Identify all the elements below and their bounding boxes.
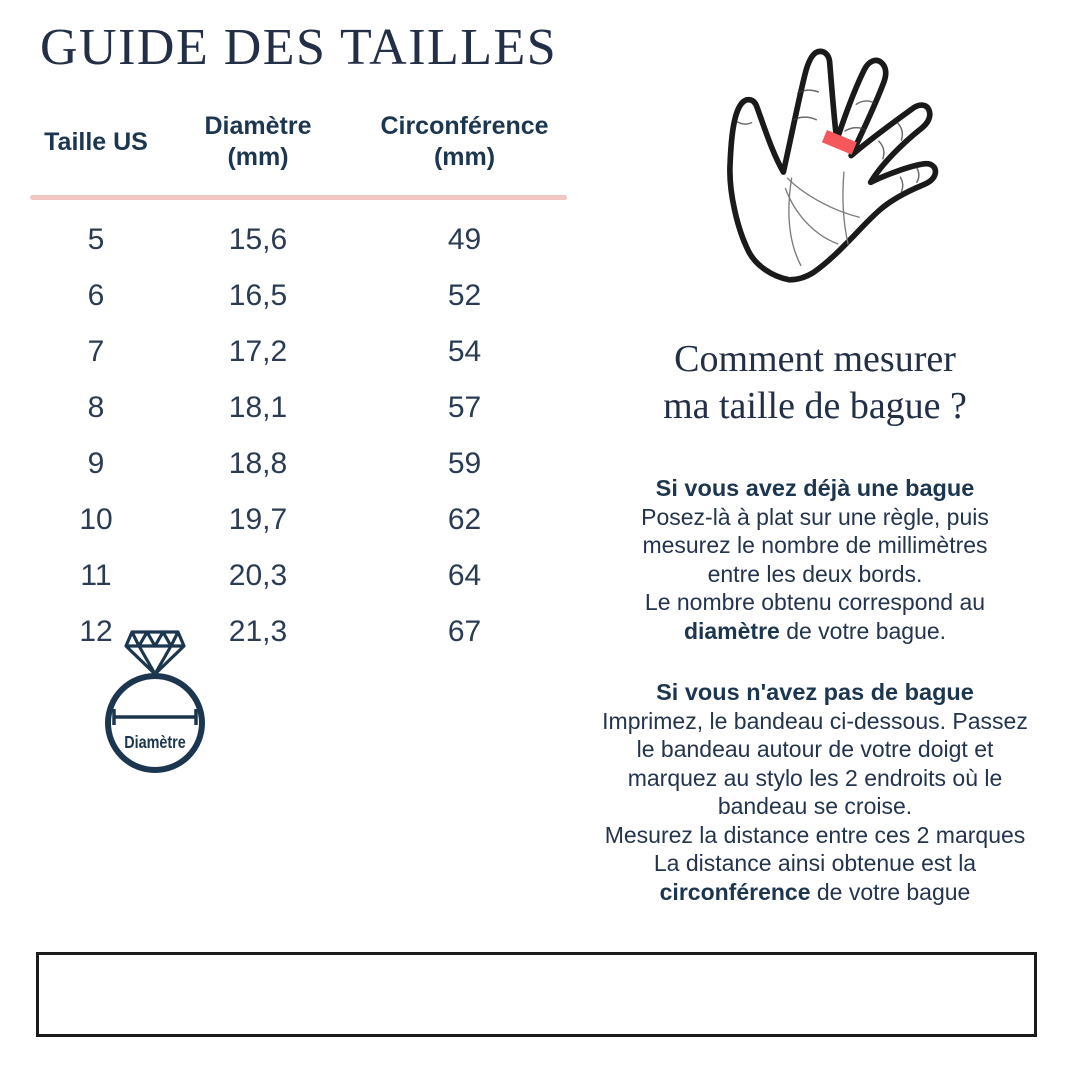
table-header-row: Taille US Diamètre (mm) Circonférence (m… [30, 111, 575, 173]
section-have-ring: Si vous avez déjà une bague Posez-là à p… [555, 474, 1075, 645]
cell-us-size: 6 [87, 279, 105, 312]
cell-us-size: 12 [79, 615, 113, 648]
header-line: Circonférence [380, 112, 549, 140]
cell-diameter: 16,5 [228, 279, 288, 312]
cell-circumference: 49 [447, 223, 482, 256]
cell-circumference: 64 [447, 559, 482, 592]
section-text-line: entre les deux bords. [707, 560, 923, 587]
bold-keyword-diametre: diamètre [683, 617, 780, 644]
header-line: (mm) [227, 143, 289, 171]
table-row: 11 20,3 64 [30, 548, 575, 604]
section-text-line: Posez-là à plat sur une règle, puis [641, 503, 989, 530]
section-text-line: circonférence de votre bague [545, 878, 1080, 907]
hand-illustration [727, 48, 939, 283]
bandeau-rectangle [36, 952, 1037, 1037]
diamond-icon [124, 630, 186, 676]
section-text-line: marquez au stylo les 2 endroits où le [627, 764, 1003, 791]
section-text-line: Le nombre obtenu correspond au [644, 589, 986, 615]
ring-diameter-icon: Diamètre [105, 630, 205, 773]
bold-keyword-circonference: circonférence [659, 878, 811, 905]
table-row: 6 16,5 52 [30, 268, 575, 324]
ring-circle [105, 673, 205, 773]
cell-circumference: 59 [447, 447, 482, 480]
cell-circumference: 52 [447, 279, 482, 312]
table-body: 5 15,6 49 6 16,5 52 7 17,2 54 8 18,1 5 7 … [30, 212, 575, 660]
cell-circumference: 57 [447, 391, 482, 424]
cell-us-size: 8 [87, 391, 105, 424]
cell-diameter: 15,6 [228, 223, 288, 256]
cell-us-size: 10 [79, 503, 113, 536]
header-line: Diamètre [204, 112, 312, 140]
cell-diameter: 17,2 [228, 335, 288, 368]
measure-heading-line1: Comment mesurer [674, 338, 956, 380]
section-text-line: Imprimez, le bandeau ci-dessous. Passez [602, 707, 1028, 734]
cell-diameter: 19,7 [228, 503, 288, 536]
column-header-circonference: Circonférence (mm) [380, 111, 548, 173]
header-line: Taille US [44, 127, 148, 156]
cell-circumference: 62 [447, 503, 482, 536]
measure-heading-line2: ma taille de bague ? [663, 385, 967, 427]
table-row: 10 19,7 62 [30, 492, 575, 548]
diameter-measure-line [112, 709, 198, 725]
cell-circumference: 67 [447, 615, 482, 648]
cell-us-size: 7 [87, 335, 105, 368]
page-title: GUIDE DES TAILLES [40, 19, 558, 76]
cell-us-size: 5 [87, 223, 105, 256]
cell-diameter: 18,8 [228, 447, 288, 480]
ring-icon-label: Diamètre [124, 733, 186, 753]
cell-us-size: 11 [80, 559, 112, 592]
section-text-line: Mesurez la distance entre ces 2 marques [604, 821, 1026, 848]
table-row: 9 18,8 59 [30, 436, 575, 492]
ring-band-marker [821, 129, 857, 155]
section-heading: Si vous n'avez pas de bague [656, 679, 974, 705]
cell-diameter: 21,3 [228, 615, 288, 648]
measure-heading: Comment mesurer ma taille de bague ? [555, 336, 1075, 430]
cell-diameter: 20,3 [228, 559, 288, 592]
section-text-line: bandeau se croise. [717, 793, 913, 819]
pink-divider-line [30, 195, 567, 200]
section-text-line: le bandeau autour de votre doigt et [636, 736, 994, 762]
hand-outline [727, 48, 939, 283]
table-row: 12 21,3 67 [30, 604, 575, 660]
table-row: 5 15,6 49 [30, 212, 575, 268]
column-header-taille-us: Taille US [44, 127, 148, 158]
palm-lines [784, 171, 861, 267]
table-row: 7 17,2 54 [30, 324, 575, 380]
section-text-line: diamètre de votre bague. [555, 617, 1075, 646]
header-line: (mm) [433, 143, 496, 171]
size-table: Taille US Diamètre (mm) Circonférence (m… [30, 111, 575, 660]
cell-us-size: 9 [87, 447, 105, 480]
table-row: 8 18,1 57 [30, 380, 575, 436]
section-text-rest: de votre bague [810, 878, 971, 905]
section-text-line: La distance ainsi obtenue est la [653, 850, 977, 876]
section-text-rest: de votre bague. [779, 617, 947, 644]
section-text-line: mesurez le nombre de millimètres [642, 532, 988, 558]
cell-diameter: 18,1 [228, 391, 288, 424]
cell-circumference: 54 [447, 335, 482, 368]
column-header-diametre: Diamètre (mm) [205, 111, 312, 173]
section-no-ring: Si vous n'avez pas de bague Imprimez, le… [545, 678, 1080, 906]
section-heading: Si vous avez déjà une bague [655, 475, 975, 501]
finger-crease-lines [736, 89, 920, 193]
